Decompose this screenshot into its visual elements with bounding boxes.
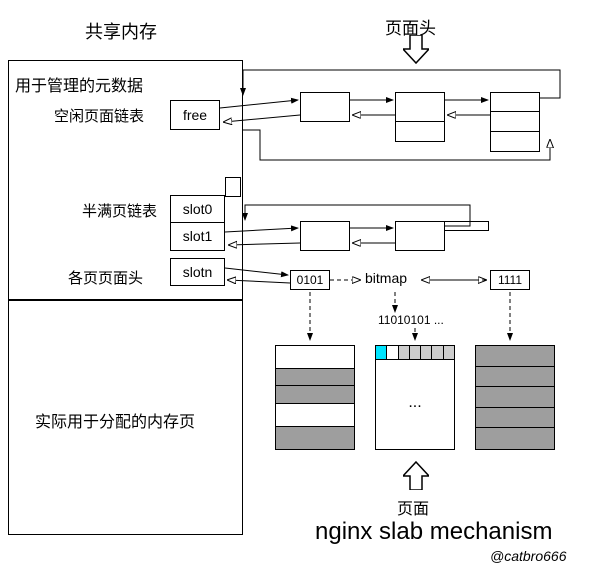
up-arrow-bottom [403,460,429,490]
slot1-chain-ext [444,221,489,231]
slot-small-box [225,177,241,197]
freechain-b2a [395,92,445,122]
page-headers-label: 各页页面头 [68,267,143,288]
slotn-box: slotn [170,258,225,286]
bitmap-right-box: 1111 [490,270,530,290]
slot0-box: slot0 [170,195,225,223]
slot1-chain-c1 [300,221,350,251]
free-list-label: 空闲页面链表 [54,105,144,126]
alloc-label: 实际用于分配的内存页 [35,408,195,432]
down-arrow-top [403,35,429,65]
half-full-label: 半满页链表 [82,200,157,221]
footer-handle: @catbro666 [490,548,566,564]
shared-memory-title: 共享内存 [85,18,157,44]
memory-page-2: ... [375,345,455,450]
footer-title: nginx slab mechanism [315,518,552,546]
freechain-b3c [490,132,540,152]
freechain-b2b [395,122,445,142]
slot1-chain-c2 [395,221,445,251]
memory-page-3 [475,345,555,450]
page-bottom-label: 页面 [397,495,429,519]
freechain-b1 [300,92,350,122]
metadata-label: 用于管理的元数据 [15,72,143,96]
free-box: free [170,100,220,130]
slot1-box: slot1 [170,223,225,251]
memory-page-1 [275,345,355,450]
freechain-b3b [490,112,540,132]
bits-11010101-label: 11010101 ... [378,313,444,327]
freechain-b3a [490,92,540,112]
bitmap-left-box: 0101 [290,270,330,290]
ellipsis-label: ... [376,360,454,445]
bitmap-label: bitmap [365,270,407,286]
